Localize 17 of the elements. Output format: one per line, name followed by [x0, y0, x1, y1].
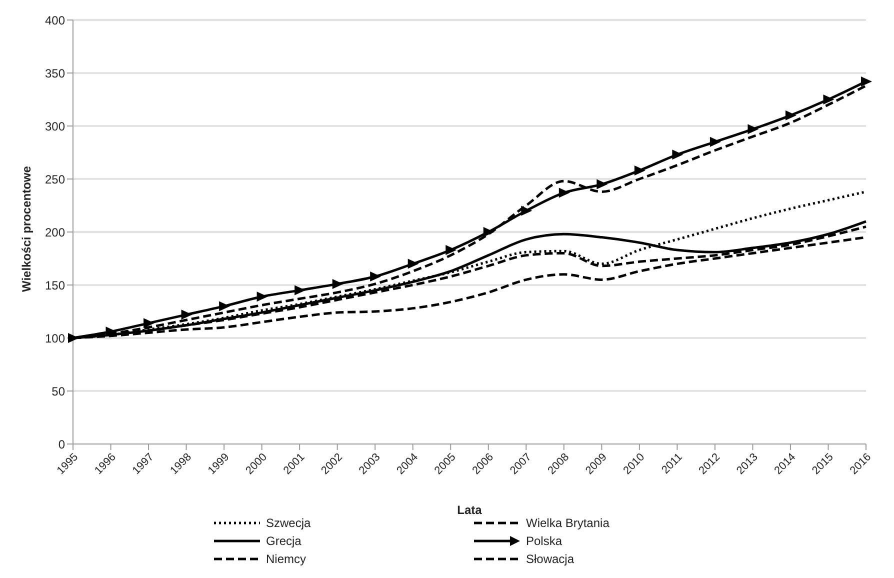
y-tick-label: 400 — [44, 13, 66, 28]
y-tick-label: 200 — [44, 225, 66, 240]
legend-label: Grecja — [266, 534, 302, 548]
y-tick-label: 250 — [44, 172, 66, 186]
legend-label: Szwecja — [266, 516, 311, 530]
legend-label: Słowacja — [526, 552, 574, 566]
legend-label: Niemcy — [266, 552, 306, 566]
y-tick-label: 100 — [44, 331, 66, 346]
y-tick-label: 0 — [58, 437, 66, 452]
y-axis-title: Wielkości procentowe — [19, 166, 34, 292]
y-tick-label: 50 — [52, 384, 66, 398]
y-tick-label: 150 — [44, 278, 66, 292]
x-axis-title: Lata — [457, 503, 482, 517]
legend-label: Wielka Brytania — [526, 516, 610, 530]
y-tick-label: 350 — [44, 66, 66, 80]
legend-label: Polska — [526, 534, 562, 548]
y-tick-label: 300 — [44, 119, 66, 134]
